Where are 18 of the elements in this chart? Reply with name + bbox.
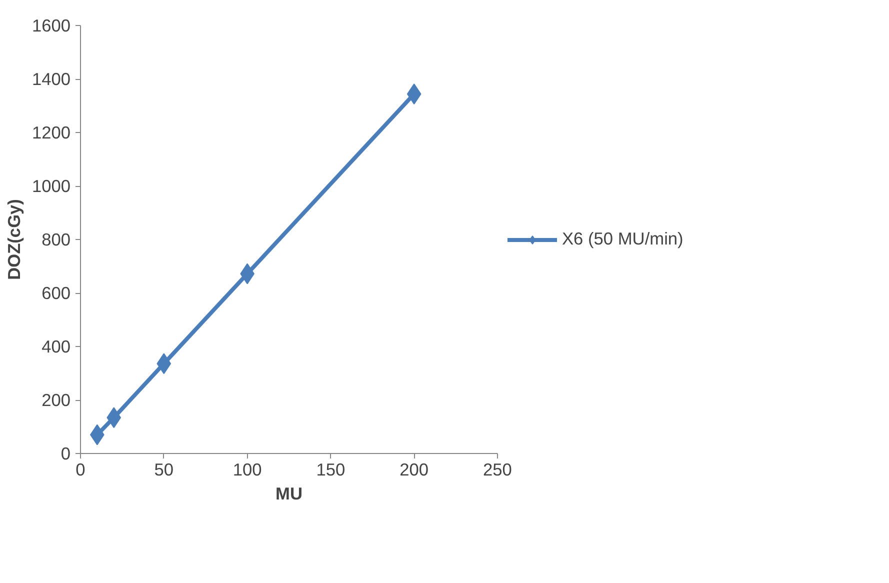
- x-tick-label: 100: [232, 460, 262, 480]
- y-axis-title: DOZ(cGy): [4, 199, 24, 280]
- y-tick-label: 200: [42, 390, 71, 410]
- x-tick-label: 0: [76, 460, 86, 480]
- y-tick-label: 1400: [32, 69, 71, 89]
- y-tick-label: 1600: [32, 16, 71, 36]
- x-tick-label: 250: [483, 460, 512, 480]
- legend-label: X6 (50 MU/min): [562, 228, 684, 250]
- y-tick-label: 600: [42, 283, 71, 303]
- y-tick-label: 1000: [32, 176, 71, 196]
- y-tick-label: 0: [60, 444, 71, 464]
- x-tick-label: 150: [316, 460, 346, 480]
- x-tick-label: 50: [154, 460, 174, 480]
- y-tick-label: 1200: [32, 122, 71, 142]
- x-tick-label: 200: [400, 460, 429, 480]
- y-tick-label: 800: [42, 230, 71, 250]
- y-tick-label: 400: [42, 336, 71, 356]
- x-axis-title: MU: [276, 484, 302, 504]
